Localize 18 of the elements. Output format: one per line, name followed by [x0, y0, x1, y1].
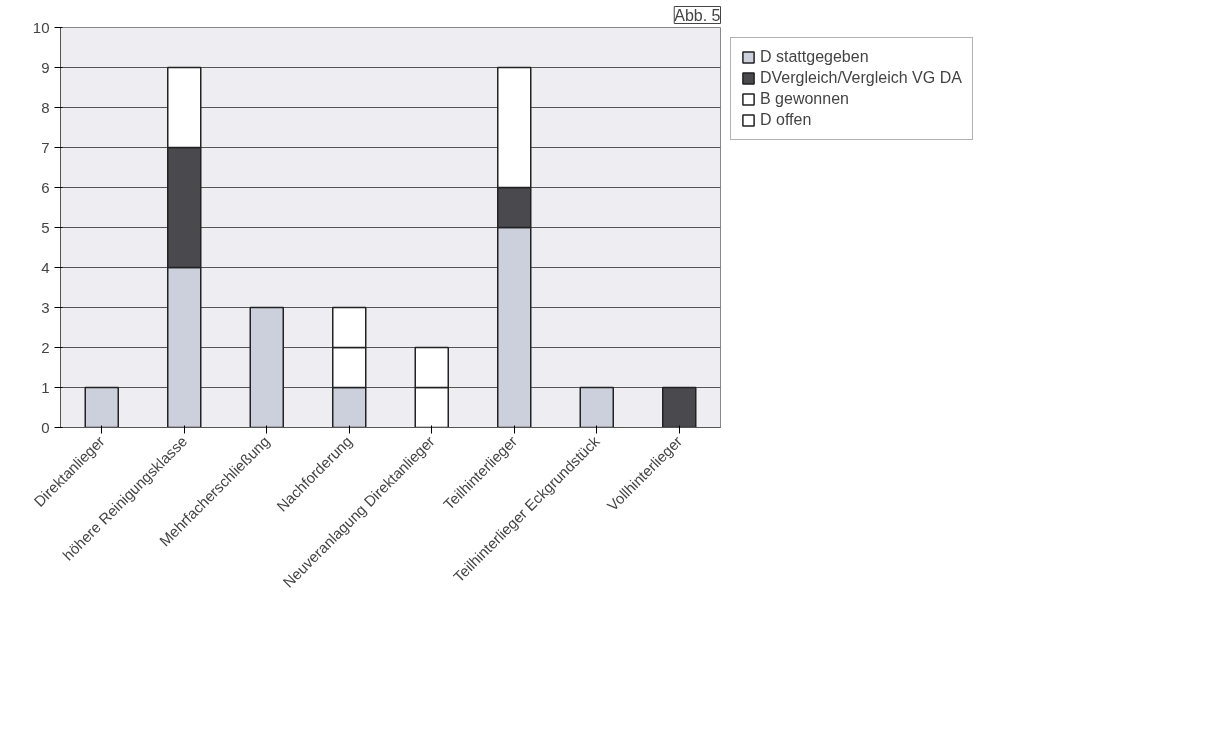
- y-tick-label: 8: [41, 98, 50, 116]
- y-tick-label: 0: [41, 418, 50, 436]
- y-tick-label: 4: [41, 258, 50, 276]
- y-tick-label: 10: [32, 18, 50, 36]
- y-tick-label: 7: [41, 138, 50, 156]
- legend-label: B gewonnen: [760, 90, 849, 108]
- bar: [579, 386, 614, 428]
- bar: [84, 386, 119, 428]
- y-tick-label: 5: [41, 218, 50, 236]
- bar: [249, 306, 284, 428]
- y-tick-label: 2: [41, 338, 50, 356]
- y-tick-label: 9: [41, 58, 50, 76]
- y-tick-label: 3: [41, 298, 50, 316]
- legend-label: D offen: [760, 111, 812, 129]
- y-tick-label: 6: [41, 178, 50, 196]
- legend-label: DVergleich/Vergleich VG DA: [760, 69, 962, 87]
- legend-label: D stattgegeben: [760, 48, 869, 66]
- y-tick-label: 1: [41, 378, 50, 396]
